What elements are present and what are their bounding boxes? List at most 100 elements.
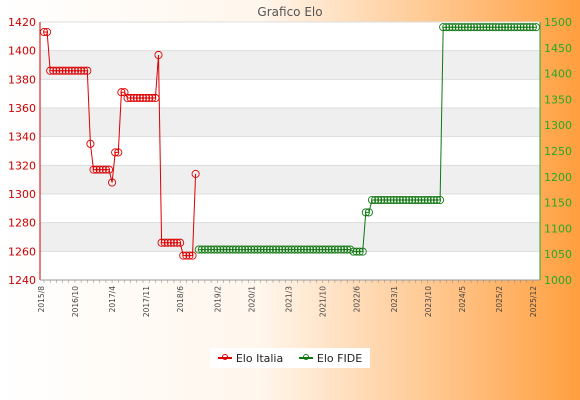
legend-item-elo-italia: Elo Italia xyxy=(217,351,284,365)
data-point-elo-italia xyxy=(138,93,148,103)
data-point-elo-italia xyxy=(70,66,79,75)
data-point-elo-fide xyxy=(287,245,296,254)
data-point-elo-fide xyxy=(408,195,417,205)
y-right-tick-label: 1500 xyxy=(544,16,572,29)
data-point-elo-fide xyxy=(225,245,234,254)
data-point-elo-italia xyxy=(55,66,64,75)
data-point-elo-fide xyxy=(327,245,336,254)
data-point-elo-italia xyxy=(80,66,89,75)
data-point-elo-fide xyxy=(473,23,482,32)
data-point-elo-fide xyxy=(401,195,411,205)
y-left-tick-label: 1320 xyxy=(8,159,36,172)
data-point-elo-fide xyxy=(485,23,494,32)
data-point-elo-fide xyxy=(253,245,262,254)
data-point-elo-fide xyxy=(525,23,534,32)
data-point-elo-italia xyxy=(173,238,182,247)
x-tick-label: 2017/4 xyxy=(108,286,117,313)
data-point-elo-fide xyxy=(377,195,386,205)
data-point-elo-fide xyxy=(250,245,259,254)
data-point-elo-fide xyxy=(501,23,510,32)
data-point-elo-fide xyxy=(309,245,318,254)
data-point-elo-fide xyxy=(417,195,426,205)
data-point-elo-fide xyxy=(386,195,395,205)
data-point-elo-fide xyxy=(312,245,321,254)
y-left-tick-label: 1260 xyxy=(8,245,36,258)
data-point-elo-italia xyxy=(104,165,114,174)
data-point-elo-fide xyxy=(507,23,516,32)
y-right-tick-label: 1350 xyxy=(544,93,572,106)
data-point-elo-fide xyxy=(429,195,438,205)
x-tick-label: 2017/11 xyxy=(142,286,151,317)
legend-label-elo-italia: Elo Italia xyxy=(235,351,284,365)
legend-item-elo-fide: Elo FIDE xyxy=(298,351,363,365)
data-point-elo-fide xyxy=(321,245,330,254)
data-point-elo-fide xyxy=(423,195,432,205)
data-point-elo-italia xyxy=(126,93,135,103)
data-point-elo-fide xyxy=(340,245,349,254)
x-tick-label: 2025/2 xyxy=(495,286,504,313)
chart-legend: Elo Italia Elo FIDE xyxy=(210,348,370,368)
data-point-elo-italia xyxy=(179,251,188,260)
data-point-elo-fide xyxy=(504,23,513,32)
data-point-elo-fide xyxy=(463,23,472,32)
data-point-elo-fide xyxy=(222,245,231,254)
data-point-elo-fide xyxy=(293,245,302,254)
data-point-elo-fide xyxy=(395,195,404,205)
data-point-elo-fide xyxy=(405,195,414,205)
data-point-elo-fide xyxy=(513,23,522,32)
data-point-elo-fide xyxy=(272,245,281,254)
data-point-elo-fide xyxy=(494,23,503,32)
data-point-elo-fide xyxy=(281,245,290,254)
y-left-tick-label: 1280 xyxy=(8,217,36,230)
data-point-elo-fide xyxy=(436,195,445,205)
data-point-elo-italia xyxy=(86,139,95,148)
data-point-elo-italia xyxy=(64,66,73,75)
grid-band xyxy=(40,165,540,194)
data-point-elo-fide xyxy=(231,245,240,254)
data-point-elo-fide xyxy=(491,23,500,32)
chart-title: Grafico Elo xyxy=(257,5,323,19)
grid-band xyxy=(40,222,540,252)
data-point-elo-italia xyxy=(98,165,107,174)
data-point-elo-fide xyxy=(194,245,203,254)
y-right-tick-label: 1450 xyxy=(544,42,572,55)
data-point-elo-fide xyxy=(234,245,243,254)
data-point-elo-fide xyxy=(256,245,265,254)
data-point-elo-italia xyxy=(89,165,98,174)
x-tick-label: 2015/8 xyxy=(37,286,46,313)
data-point-elo-fide xyxy=(482,23,491,32)
data-point-elo-italia xyxy=(185,251,194,260)
data-point-elo-fide xyxy=(367,195,377,205)
data-point-elo-fide xyxy=(324,245,333,254)
data-point-elo-fide xyxy=(392,195,401,205)
data-point-elo-fide xyxy=(207,245,216,254)
legend-label-elo-fide: Elo FIDE xyxy=(316,351,363,365)
data-point-elo-fide xyxy=(497,23,507,32)
data-point-elo-fide xyxy=(247,245,256,254)
x-tick-label: 2016/10 xyxy=(71,286,80,317)
legend-swatch-elo-fide xyxy=(298,354,313,360)
data-point-elo-italia xyxy=(160,238,169,247)
data-point-elo-italia xyxy=(83,66,92,75)
data-point-elo-fide xyxy=(531,23,541,32)
data-point-elo-fide xyxy=(426,195,435,205)
data-point-elo-fide xyxy=(454,23,463,32)
data-point-elo-fide xyxy=(380,195,389,205)
x-tick-label: 2021/10 xyxy=(319,286,328,317)
data-point-elo-fide xyxy=(203,245,213,254)
y-right-tick-label: 1250 xyxy=(544,145,572,158)
data-point-elo-fide xyxy=(296,245,305,254)
data-point-elo-fide xyxy=(522,23,531,32)
data-point-elo-fide xyxy=(262,245,271,254)
y-left-tick-label: 1240 xyxy=(8,274,36,287)
data-point-elo-fide xyxy=(479,23,488,32)
data-point-elo-fide xyxy=(466,23,476,32)
data-point-elo-fide xyxy=(265,245,274,254)
data-point-elo-fide xyxy=(299,245,308,254)
data-point-elo-italia xyxy=(145,93,154,103)
data-point-elo-fide xyxy=(361,208,370,217)
data-point-elo-italia xyxy=(188,251,197,260)
y-left-tick-label: 1300 xyxy=(8,188,36,201)
data-point-elo-italia xyxy=(123,93,132,103)
